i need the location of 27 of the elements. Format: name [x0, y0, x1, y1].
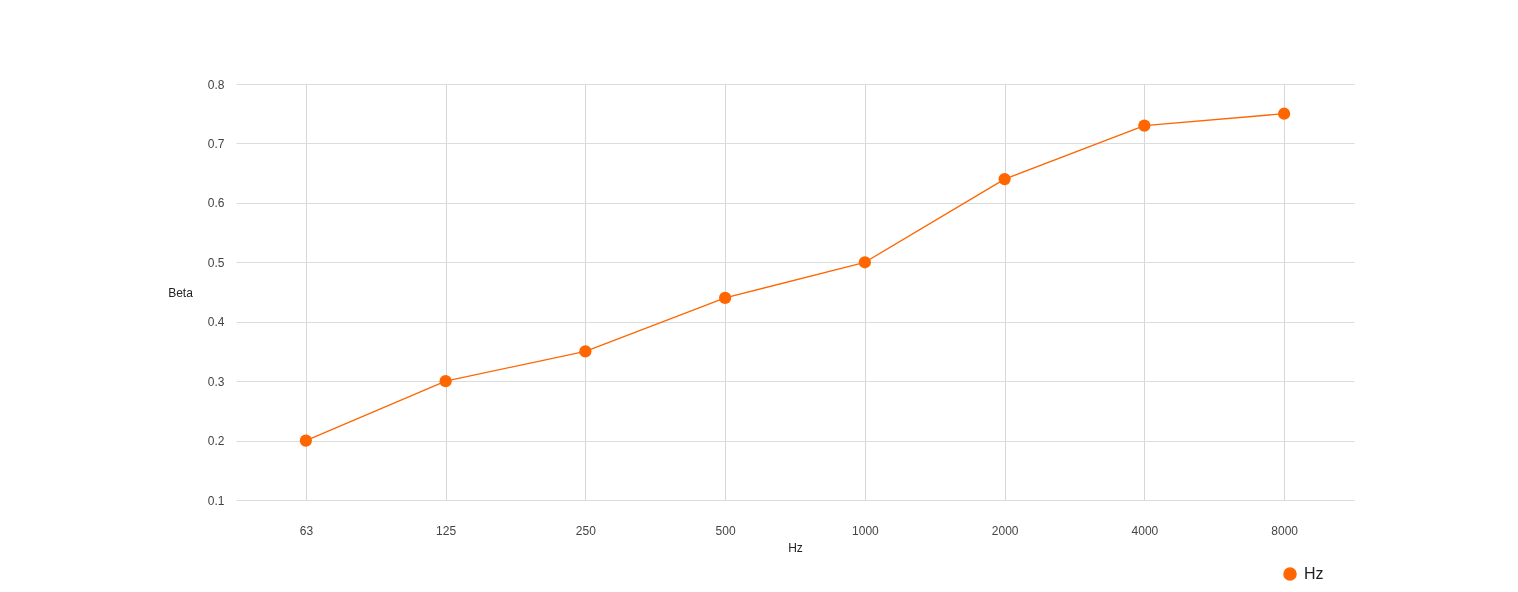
x-tick-label: 1000	[852, 523, 880, 538]
x-tick-label: 125	[436, 523, 457, 538]
x-tick-label: 2000	[991, 523, 1019, 538]
x-tick-label: 4000	[1131, 523, 1159, 538]
y-tick-label: 0.7	[207, 136, 225, 151]
legend-label: Hz	[1304, 565, 1324, 582]
y-tick-label: 0.3	[207, 374, 225, 389]
point	[1278, 107, 1291, 120]
point	[1138, 119, 1151, 132]
point	[439, 375, 452, 388]
y-tick-label: 0.4	[207, 315, 225, 330]
x-tick-label: 8000	[1271, 523, 1299, 538]
x-tick-label: 63	[299, 523, 314, 538]
point	[579, 345, 592, 358]
y-tick-label: 0.5	[207, 255, 225, 270]
y-tick-label: 0.6	[207, 196, 225, 211]
x-tick-label: 250	[575, 523, 597, 538]
x-axis-title: Hz	[788, 540, 803, 555]
y-tick-label: 0.8	[207, 77, 225, 92]
point	[858, 256, 871, 269]
y-tick-label: 0.1	[207, 493, 225, 508]
point	[299, 434, 312, 447]
y-axis-title: Beta	[168, 285, 194, 300]
y-tick-label: 0.2	[207, 434, 225, 449]
point	[998, 172, 1011, 186]
point	[719, 291, 732, 305]
x-tick-label: 500	[715, 523, 736, 538]
